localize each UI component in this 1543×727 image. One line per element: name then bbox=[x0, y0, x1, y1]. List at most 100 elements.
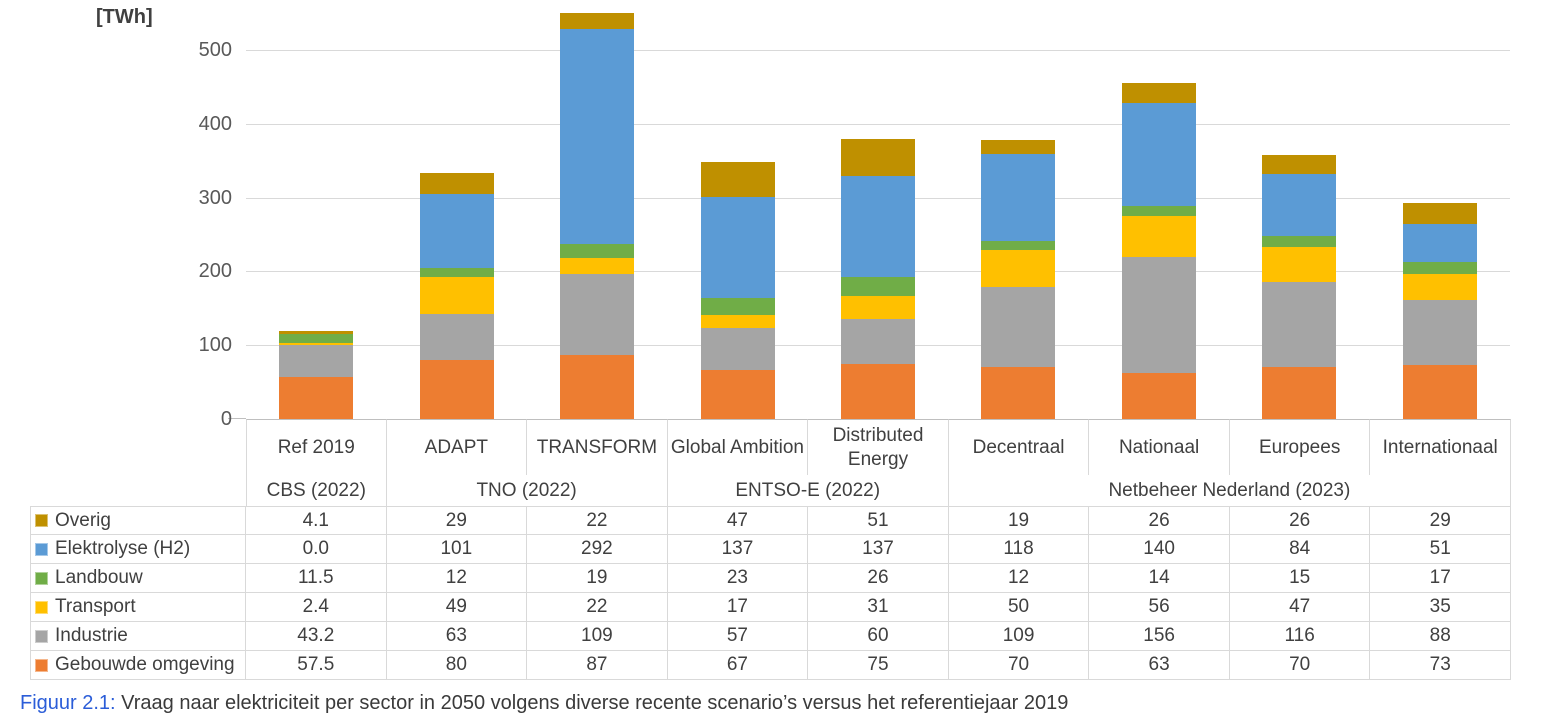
stacked-bar-europees bbox=[1262, 154, 1337, 419]
bar-segment-overig bbox=[841, 138, 915, 177]
bar-segment-landbouw bbox=[1262, 235, 1337, 248]
bar-segment-industrie bbox=[1402, 300, 1477, 366]
value-cell-industrie: 57 bbox=[667, 622, 809, 651]
value-cell-industrie: 60 bbox=[808, 622, 949, 651]
stacked-bar-distributed-energy bbox=[841, 138, 915, 419]
table-corner-cell bbox=[30, 419, 246, 475]
bar-segment-industrie bbox=[560, 274, 635, 355]
column-header-decentraal: Decentraal bbox=[948, 419, 1090, 475]
legend-key-icon bbox=[35, 542, 48, 556]
legend-key-icon bbox=[35, 571, 48, 585]
bar-segment-industrie bbox=[981, 286, 1056, 368]
bar-segment-gebouwde-omgeving bbox=[419, 360, 494, 419]
series-label-elektrolyse-h2: Elektrolyse (H2) bbox=[30, 535, 246, 564]
value-cell-gebouwde-omgeving: 57.5 bbox=[246, 651, 387, 680]
bar-segment-gebouwde-omgeving bbox=[841, 363, 915, 419]
value-cell-overig: 29 bbox=[386, 506, 528, 535]
series-label-transport: Transport bbox=[30, 593, 246, 622]
value-cell-landbouw: 17 bbox=[1370, 564, 1511, 593]
stacked-bar-adapt bbox=[419, 172, 494, 419]
bar-segment-gebouwde-omgeving bbox=[981, 367, 1056, 419]
gridline bbox=[246, 123, 1510, 125]
value-cell-overig: 29 bbox=[1370, 506, 1511, 535]
value-cell-gebouwde-omgeving: 80 bbox=[386, 651, 528, 680]
value-cell-overig: 51 bbox=[808, 506, 949, 535]
bar-segment-overig bbox=[700, 162, 775, 197]
bar-segment-transport bbox=[419, 277, 494, 314]
legend-key-icon bbox=[35, 629, 48, 643]
value-cell-elektrolyse-h2: 137 bbox=[667, 535, 809, 564]
bar-segment-transport bbox=[1402, 274, 1477, 301]
series-name: Landbouw bbox=[55, 567, 143, 589]
bar-segment-landbouw bbox=[419, 268, 494, 278]
bar-segment-elektrolyse-h2 bbox=[981, 154, 1056, 242]
value-cell-elektrolyse-h2: 292 bbox=[527, 535, 668, 564]
bar-segment-landbouw bbox=[1121, 205, 1196, 217]
stacked-bar-global-ambition bbox=[700, 162, 775, 419]
value-cell-elektrolyse-h2: 51 bbox=[1370, 535, 1511, 564]
series-name: Gebouwde omgeving bbox=[55, 654, 235, 676]
series-name: Industrie bbox=[55, 625, 128, 647]
bar-segment-transport bbox=[560, 258, 635, 275]
bar-segment-industrie bbox=[1121, 257, 1196, 373]
legend-key-icon bbox=[35, 514, 48, 527]
value-cell-gebouwde-omgeving: 87 bbox=[527, 651, 668, 680]
value-cell-landbouw: 11.5 bbox=[246, 564, 387, 593]
bar-segment-gebouwde-omgeving bbox=[279, 376, 354, 419]
bar-segment-overig bbox=[419, 172, 494, 194]
bar-segment-elektrolyse-h2 bbox=[1402, 224, 1477, 262]
bar-segment-transport bbox=[279, 342, 354, 345]
bar-segment-gebouwde-omgeving bbox=[560, 354, 635, 419]
bar-segment-gebouwde-omgeving bbox=[1121, 372, 1196, 419]
bar-segment-overig bbox=[279, 331, 354, 335]
column-header-transform: TRANSFORM bbox=[527, 419, 668, 475]
y-axis-tick-label: 0 bbox=[220, 408, 232, 430]
stacked-bar-chart: [TWh] 0 100 200 300 400 500 bbox=[96, 6, 1510, 430]
value-cell-overig: 19 bbox=[948, 506, 1090, 535]
value-cell-industrie: 88 bbox=[1370, 622, 1511, 651]
column-header-global-ambition: Global Ambition bbox=[667, 419, 809, 475]
y-axis-unit-label: [TWh] bbox=[96, 6, 153, 28]
bar-segment-transport bbox=[1121, 216, 1196, 258]
value-cell-overig: 4.1 bbox=[246, 506, 387, 535]
series-name: Elektrolyse (H2) bbox=[55, 538, 191, 560]
value-cell-transport: 35 bbox=[1370, 593, 1511, 622]
bar-segment-landbouw bbox=[981, 241, 1056, 251]
value-cell-transport: 2.4 bbox=[246, 593, 387, 622]
bar-segment-overig bbox=[560, 12, 635, 29]
stacked-bar-internationaal bbox=[1402, 202, 1477, 419]
value-cell-transport: 31 bbox=[808, 593, 949, 622]
figure-caption-text: Vraag naar elektriciteit per sector in 2… bbox=[121, 692, 1069, 714]
bar-segment-gebouwde-omgeving bbox=[1402, 365, 1477, 419]
group-header-entso-e-2022: ENTSO-E (2022) bbox=[668, 475, 949, 506]
bar-segment-industrie bbox=[841, 319, 915, 364]
value-cell-gebouwde-omgeving: 70 bbox=[948, 651, 1090, 680]
column-header-nationaal: Nationaal bbox=[1089, 419, 1230, 475]
bar-segment-elektrolyse-h2 bbox=[1121, 102, 1196, 206]
value-cell-gebouwde-omgeving: 75 bbox=[808, 651, 949, 680]
group-header-cbs-2022: CBS (2022) bbox=[246, 475, 387, 506]
bar-segment-gebouwde-omgeving bbox=[1262, 367, 1337, 419]
bar-segment-transport bbox=[981, 250, 1056, 287]
bar-segment-elektrolyse-h2 bbox=[560, 28, 635, 245]
value-cell-elektrolyse-h2: 118 bbox=[948, 535, 1090, 564]
bar-segment-overig bbox=[1262, 154, 1337, 174]
y-axis-tick-label: 400 bbox=[198, 112, 232, 135]
y-axis-tick-label: 200 bbox=[198, 260, 232, 283]
value-cell-gebouwde-omgeving: 63 bbox=[1089, 651, 1230, 680]
bar-segment-elektrolyse-h2 bbox=[419, 193, 494, 269]
bar-segment-elektrolyse-h2 bbox=[1262, 173, 1337, 236]
bar-segment-overig bbox=[1121, 83, 1196, 103]
bar-segment-transport bbox=[700, 315, 775, 328]
group-header-tno-2022: TNO (2022) bbox=[387, 475, 668, 506]
value-cell-elektrolyse-h2: 101 bbox=[386, 535, 528, 564]
value-cell-industrie: 63 bbox=[386, 622, 528, 651]
value-cell-transport: 22 bbox=[527, 593, 668, 622]
series-name: Overig bbox=[55, 509, 111, 531]
series-label-industrie: Industrie bbox=[30, 622, 246, 651]
axis-tick bbox=[228, 418, 246, 419]
stacked-bar-nationaal bbox=[1121, 83, 1196, 419]
column-header-internationaal: Internationaal bbox=[1370, 419, 1511, 475]
value-cell-transport: 17 bbox=[667, 593, 809, 622]
